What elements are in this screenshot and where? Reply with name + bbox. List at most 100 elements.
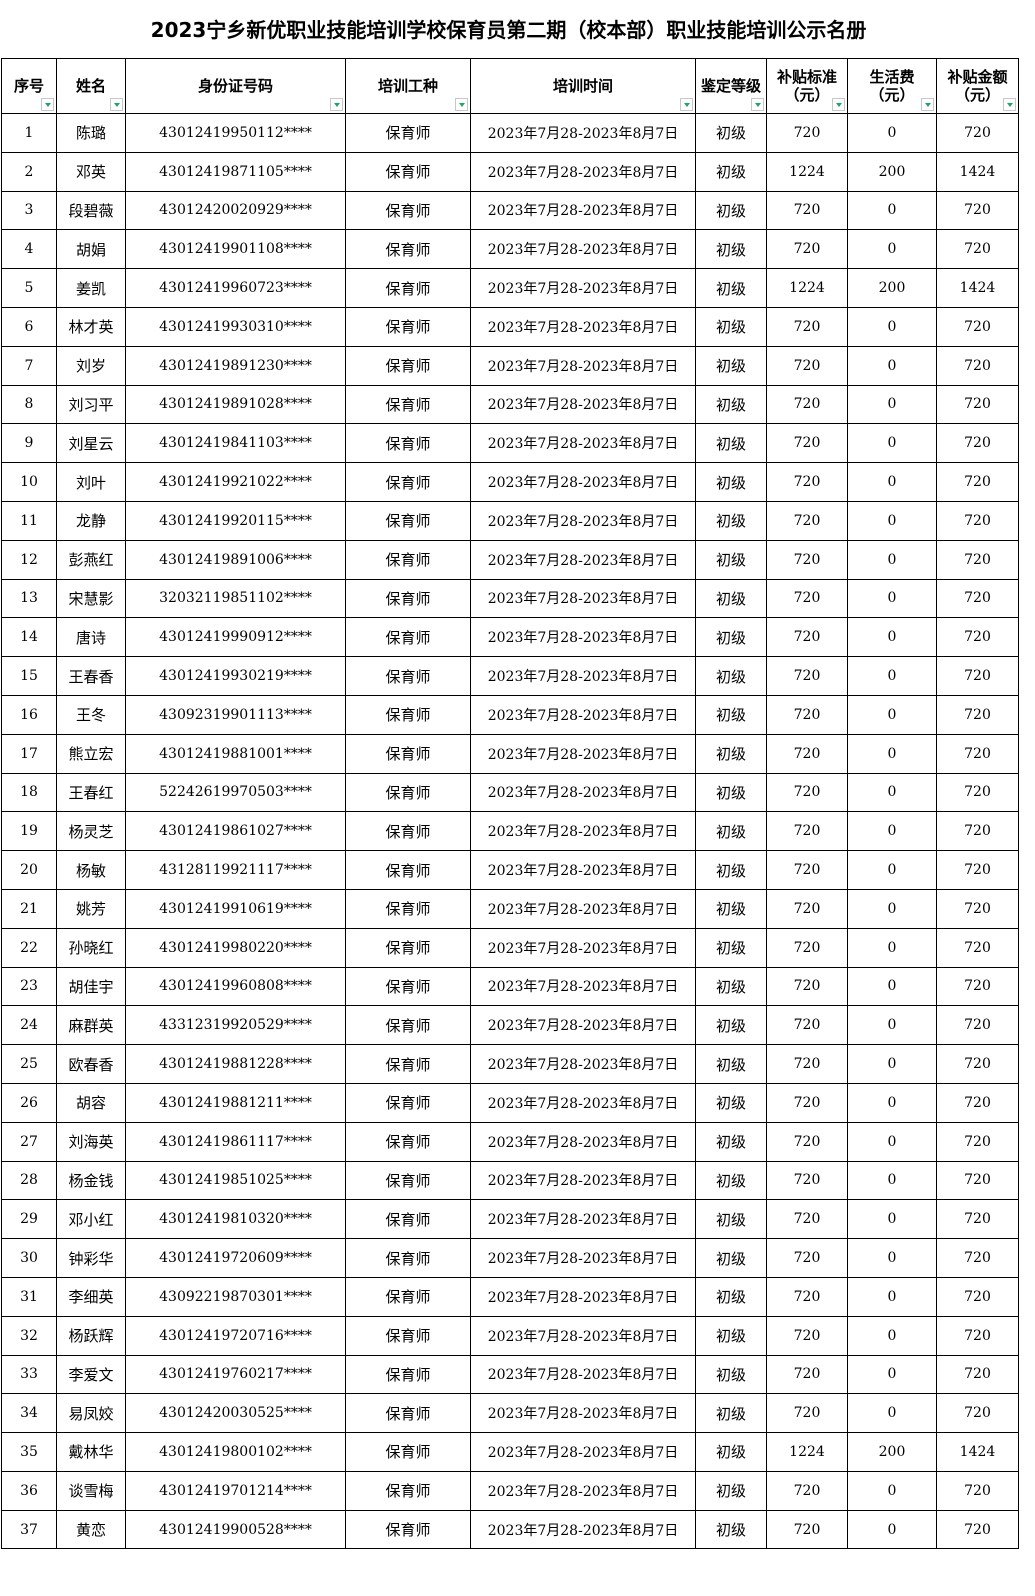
cell-training-period[interactable]: 2023年7月28-2023年8月7日 [470,539,696,580]
cell-name[interactable]: 胡佳宇 [56,966,126,1007]
cell-name[interactable]: 欧春香 [56,1044,126,1084]
cell-id-number[interactable]: 43012419841103**** [125,423,346,464]
cell-subsidy-standard[interactable]: 720 [766,888,848,929]
cell-id-number[interactable]: 43012419960723**** [125,268,346,308]
filter-dropdown-icon[interactable] [751,98,764,111]
cell-subsidy-standard[interactable]: 720 [766,1354,848,1395]
cell-id-number[interactable]: 43012419980220**** [125,927,346,968]
cell-id-number[interactable]: 43012419800102**** [125,1432,346,1472]
cell-subsidy-amount[interactable]: 720 [936,229,1019,270]
cell-name[interactable]: 陈璐 [56,113,126,153]
cell-training-period[interactable]: 2023年7月28-2023年8月7日 [470,927,696,968]
cell-level[interactable]: 初级 [695,811,767,852]
cell-subsidy-amount[interactable]: 720 [936,772,1019,813]
cell-subsidy-standard[interactable]: 720 [766,772,848,813]
cell-id-number[interactable]: 43012419861117**** [125,1121,346,1162]
cell-trade[interactable]: 保育师 [345,1121,471,1162]
cell-subsidy-amount[interactable]: 720 [936,656,1019,696]
cell-index[interactable]: 1 [1,113,57,153]
cell-living-allowance[interactable]: 0 [847,811,937,852]
cell-index[interactable]: 7 [1,345,57,386]
cell-level[interactable]: 初级 [695,1354,767,1395]
cell-name[interactable]: 杨跃辉 [56,1315,126,1356]
cell-level[interactable]: 初级 [695,1005,767,1046]
cell-id-number[interactable]: 43012419960808**** [125,966,346,1007]
cell-subsidy-standard[interactable]: 1224 [766,268,848,308]
cell-index[interactable]: 2 [1,151,57,192]
cell-level[interactable]: 初级 [695,190,767,231]
cell-training-period[interactable]: 2023年7月28-2023年8月7日 [470,1393,696,1434]
cell-trade[interactable]: 保育师 [345,1393,471,1434]
cell-trade[interactable]: 保育师 [345,1005,471,1046]
cell-subsidy-standard[interactable]: 720 [766,539,848,580]
filter-dropdown-icon[interactable] [832,98,845,111]
cell-trade[interactable]: 保育师 [345,927,471,968]
cell-level[interactable]: 初级 [695,694,767,735]
cell-subsidy-standard[interactable]: 720 [766,1160,848,1201]
cell-trade[interactable]: 保育师 [345,190,471,231]
filter-dropdown-icon[interactable] [41,98,54,111]
cell-subsidy-amount[interactable]: 720 [936,811,1019,852]
cell-name[interactable]: 李爱文 [56,1354,126,1395]
cell-trade[interactable]: 保育师 [345,1199,471,1240]
cell-name[interactable]: 王春红 [56,772,126,813]
cell-index[interactable]: 15 [1,656,57,696]
cell-name[interactable]: 熊立宏 [56,733,126,774]
cell-subsidy-amount[interactable]: 720 [936,1470,1019,1511]
filter-dropdown-icon[interactable] [110,98,123,111]
cell-living-allowance[interactable]: 0 [847,888,937,929]
cell-subsidy-amount[interactable]: 720 [936,1276,1019,1317]
cell-level[interactable]: 初级 [695,384,767,425]
cell-index[interactable]: 8 [1,384,57,425]
cell-name[interactable]: 邓小红 [56,1199,126,1240]
cell-subsidy-amount[interactable]: 720 [936,927,1019,968]
cell-trade[interactable]: 保育师 [345,772,471,813]
cell-trade[interactable]: 保育师 [345,1354,471,1395]
cell-level[interactable]: 初级 [695,578,767,619]
cell-level[interactable]: 初级 [695,1238,767,1278]
cell-subsidy-standard[interactable]: 720 [766,1470,848,1511]
cell-id-number[interactable]: 43128119921117**** [125,850,346,890]
cell-training-period[interactable]: 2023年7月28-2023年8月7日 [470,1238,696,1278]
cell-id-number[interactable]: 43012419891028**** [125,384,346,425]
cell-living-allowance[interactable]: 0 [847,1509,937,1550]
cell-name[interactable]: 李细英 [56,1276,126,1317]
cell-living-allowance[interactable]: 200 [847,268,937,308]
cell-trade[interactable]: 保育师 [345,811,471,852]
cell-level[interactable]: 初级 [695,539,767,580]
cell-living-allowance[interactable]: 0 [847,229,937,270]
cell-level[interactable]: 初级 [695,345,767,386]
cell-subsidy-standard[interactable]: 720 [766,229,848,270]
cell-living-allowance[interactable]: 0 [847,500,937,541]
cell-name[interactable]: 姜凯 [56,268,126,308]
cell-level[interactable]: 初级 [695,462,767,502]
cell-training-period[interactable]: 2023年7月28-2023年8月7日 [470,462,696,502]
cell-living-allowance[interactable]: 0 [847,113,937,153]
cell-level[interactable]: 初级 [695,500,767,541]
cell-living-allowance[interactable]: 0 [847,345,937,386]
cell-index[interactable]: 27 [1,1121,57,1162]
cell-index[interactable]: 31 [1,1276,57,1317]
cell-living-allowance[interactable]: 0 [847,1160,937,1201]
cell-living-allowance[interactable]: 0 [847,850,937,890]
cell-subsidy-amount[interactable]: 1424 [936,1432,1019,1472]
cell-training-period[interactable]: 2023年7月28-2023年8月7日 [470,1315,696,1356]
cell-trade[interactable]: 保育师 [345,306,471,347]
cell-training-period[interactable]: 2023年7月28-2023年8月7日 [470,151,696,192]
cell-subsidy-amount[interactable]: 720 [936,1509,1019,1550]
cell-index[interactable]: 3 [1,190,57,231]
cell-training-period[interactable]: 2023年7月28-2023年8月7日 [470,811,696,852]
cell-subsidy-standard[interactable]: 1224 [766,1432,848,1472]
cell-subsidy-standard[interactable]: 720 [766,656,848,696]
cell-training-period[interactable]: 2023年7月28-2023年8月7日 [470,578,696,619]
cell-level[interactable]: 初级 [695,733,767,774]
cell-subsidy-amount[interactable]: 720 [936,384,1019,425]
cell-index[interactable]: 34 [1,1393,57,1434]
cell-name[interactable]: 易凤姣 [56,1393,126,1434]
cell-id-number[interactable]: 43012419990912**** [125,617,346,658]
cell-trade[interactable]: 保育师 [345,423,471,464]
cell-subsidy-standard[interactable]: 720 [766,733,848,774]
cell-training-period[interactable]: 2023年7月28-2023年8月7日 [470,500,696,541]
cell-living-allowance[interactable]: 0 [847,772,937,813]
cell-trade[interactable]: 保育师 [345,733,471,774]
